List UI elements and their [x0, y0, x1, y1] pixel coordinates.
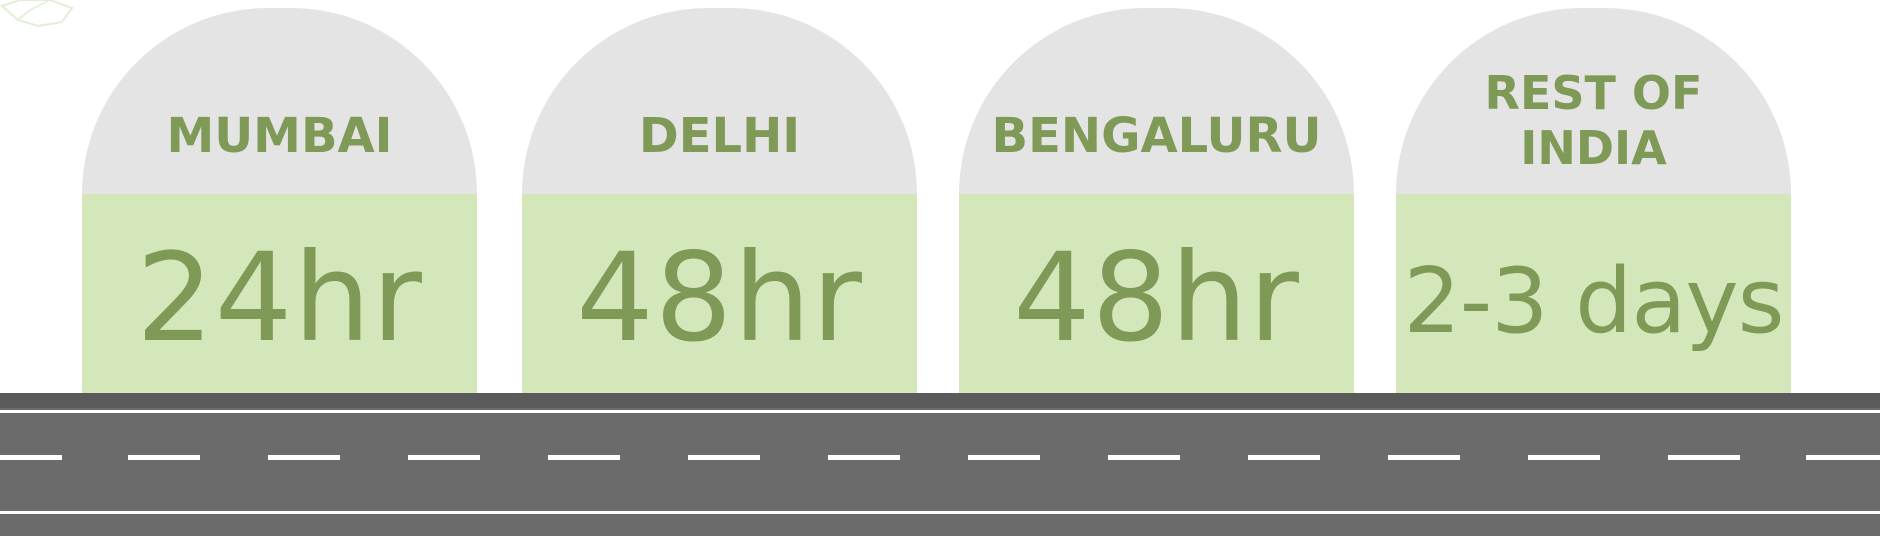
milestone-base: 48hr — [959, 194, 1354, 410]
milestone-base: 24hr — [82, 194, 477, 410]
road-curb — [0, 393, 1880, 408]
milestone-base: 2-3 days — [1396, 194, 1791, 410]
road-edge-line-top — [0, 410, 1880, 413]
delivery-time: 48hr — [1013, 227, 1300, 369]
milestone-cap: REST OF INDIA — [1396, 8, 1791, 194]
city-label: MUMBAI — [166, 108, 393, 165]
road — [0, 393, 1880, 536]
milestone-cap: DELHI — [522, 8, 917, 194]
delivery-time: 24hr — [136, 227, 423, 369]
delivery-time: 2-3 days — [1403, 249, 1784, 354]
milestone-base: 48hr — [522, 194, 917, 410]
road-surface — [0, 408, 1880, 536]
milestone-delhi: DELHI 48hr — [522, 8, 917, 410]
hexagon-outline-icon — [0, 0, 74, 28]
milestone-cap: MUMBAI — [82, 8, 477, 194]
milestone-bengaluru: BENGALURU 48hr — [959, 8, 1354, 410]
road-lane-dashes — [0, 455, 1880, 460]
delivery-time: 48hr — [576, 227, 863, 369]
city-label: BENGALURU — [991, 108, 1322, 165]
delivery-milestones: MUMBAI 24hr DELHI 48hr BENGALURU 48hr RE… — [82, 8, 1791, 410]
milestone-mumbai: MUMBAI 24hr — [82, 8, 477, 410]
milestone-rest-of-india: REST OF INDIA 2-3 days — [1396, 8, 1791, 410]
milestone-cap: BENGALURU — [959, 8, 1354, 194]
road-edge-line-bottom — [0, 511, 1880, 514]
city-label: REST OF INDIA — [1484, 65, 1703, 175]
city-label: DELHI — [638, 108, 801, 165]
